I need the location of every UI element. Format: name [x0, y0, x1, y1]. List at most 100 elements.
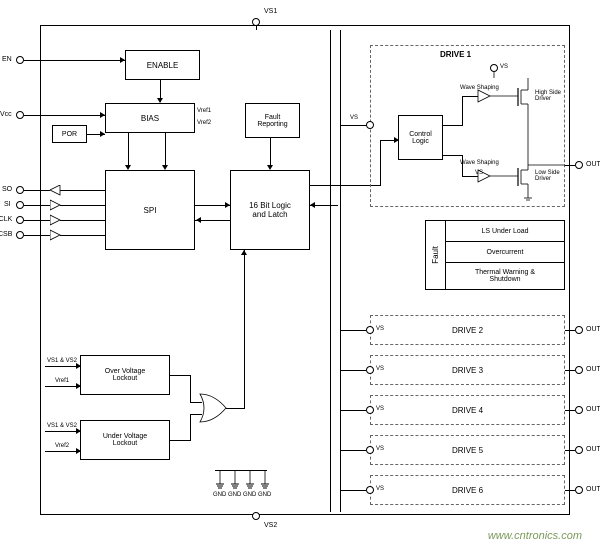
- gnd1: GND: [213, 492, 226, 498]
- pin-out6: [575, 486, 583, 494]
- wire: [462, 96, 478, 97]
- block-diagram: VS1 VS2 EN Vcc SO SI SCLK CSB OUT1 OUT2 …: [30, 10, 590, 530]
- ov-lockout-text: Over Voltage Lockout: [105, 368, 145, 382]
- top-rail: [45, 30, 565, 31]
- pin-vs1: [252, 18, 260, 26]
- drive4-vs-label: VS: [376, 406, 384, 412]
- fault-row-1: Overcurrent: [446, 242, 564, 263]
- uv-lockout-block: Under Voltage Lockout: [80, 420, 170, 460]
- sclk-label: SCLK: [0, 216, 12, 223]
- out2-label: OUT2: [586, 326, 600, 333]
- drive4-label: DRIVE 4: [452, 406, 483, 415]
- control-logic-block: Control Logic: [398, 115, 443, 160]
- wave-shaping-hs: Wave Shaping: [460, 85, 499, 91]
- pin-out2: [575, 326, 583, 334]
- csb-label: CSB: [0, 231, 12, 238]
- ov-lockout-block: Over Voltage Lockout: [80, 355, 170, 395]
- enable-block: ENABLE: [125, 50, 200, 80]
- hs-driver-label: High Side Driver: [535, 90, 561, 102]
- drive3-section: DRIVE 3: [370, 355, 565, 385]
- vs2-label: VS2: [264, 522, 277, 529]
- uv-vs-ref: VS1 & VS2: [47, 423, 77, 429]
- drive6-section: DRIVE 6: [370, 475, 565, 505]
- wire: [340, 410, 366, 411]
- arrow-icon: [76, 383, 81, 389]
- arrow-icon: [120, 57, 125, 63]
- wire: [40, 60, 125, 61]
- wire: [443, 155, 463, 156]
- gnd2: GND: [228, 492, 241, 498]
- logic-text: 16 Bit Logic and Latch: [249, 201, 291, 219]
- wire: [45, 451, 80, 452]
- wire: [565, 490, 575, 491]
- wire: [340, 490, 366, 491]
- watermark-text: www.cntronics.com: [488, 530, 582, 542]
- drive6-vs-pin: [366, 486, 374, 494]
- drive3-vs-pin: [366, 366, 374, 374]
- en-label: EN: [2, 56, 12, 63]
- wire: [24, 205, 50, 206]
- vs-bus: [330, 30, 331, 512]
- wire: [24, 220, 50, 221]
- wire: [24, 60, 40, 61]
- wire: [462, 176, 478, 177]
- uv-vref2: Vref2: [55, 443, 69, 449]
- wire: [462, 96, 463, 126]
- arrow-icon: [100, 112, 105, 118]
- drive4-section: DRIVE 4: [370, 395, 565, 425]
- wire: [340, 330, 366, 331]
- wire: [565, 450, 575, 451]
- vref1-text: Vref1: [197, 108, 211, 114]
- logic-latch-block: 16 Bit Logic and Latch: [230, 170, 310, 250]
- wave-shaping-ls: Wave Shaping: [460, 160, 499, 166]
- arrow-icon: [76, 363, 81, 369]
- wire: [270, 138, 271, 168]
- fault-report-text: Fault Reporting: [257, 114, 287, 128]
- pin-out4: [575, 406, 583, 414]
- arrow-icon: [241, 250, 247, 255]
- wire: [170, 440, 190, 441]
- pin-out5: [575, 446, 583, 454]
- drive5-section: DRIVE 5: [370, 435, 565, 465]
- arrow-icon: [310, 202, 315, 208]
- gnd3: GND: [243, 492, 256, 498]
- arrow-icon: [76, 428, 81, 434]
- drive1-title: DRIVE 1: [440, 50, 471, 59]
- wire: [128, 133, 129, 168]
- wire: [170, 375, 190, 376]
- drive2-section: DRIVE 2: [370, 315, 565, 345]
- uv-lockout-text: Under Voltage Lockout: [103, 433, 147, 447]
- wire: [190, 414, 202, 415]
- arrow-icon: [162, 165, 168, 170]
- wire: [60, 220, 105, 221]
- drive5-vs-pin: [366, 446, 374, 454]
- wire: [565, 410, 575, 411]
- por-block: POR: [52, 125, 87, 143]
- pin-csb: [16, 231, 24, 239]
- arrow-icon: [196, 217, 201, 223]
- pin-sclk: [16, 216, 24, 224]
- vs-bus2: [340, 30, 341, 512]
- out3-label: OUT3: [586, 366, 600, 373]
- wire: [565, 370, 575, 371]
- si-label: SI: [4, 201, 11, 208]
- por-text: POR: [62, 131, 77, 138]
- wire: [165, 133, 166, 168]
- ground-symbols: [210, 470, 280, 510]
- vs1-label: VS1: [264, 8, 277, 15]
- drive5-vs-label: VS: [376, 446, 384, 452]
- drive3-label: DRIVE 3: [452, 366, 483, 375]
- ls-driver-label: Low Side Driver: [535, 170, 560, 182]
- wire: [565, 165, 575, 166]
- pin-out1: [575, 161, 583, 169]
- wire: [24, 235, 50, 236]
- spi-text: SPI: [144, 206, 157, 215]
- fault-row-0: LS Under Load: [446, 221, 564, 242]
- pin-vs2: [252, 512, 260, 520]
- wire: [190, 414, 191, 441]
- out1-label: OUT1: [586, 161, 600, 168]
- drive6-vs-label: VS: [376, 486, 384, 492]
- fault-row-2: Thermal Warning & Shutdown: [446, 263, 564, 289]
- wire: [60, 205, 105, 206]
- pin-vcc: [16, 111, 24, 119]
